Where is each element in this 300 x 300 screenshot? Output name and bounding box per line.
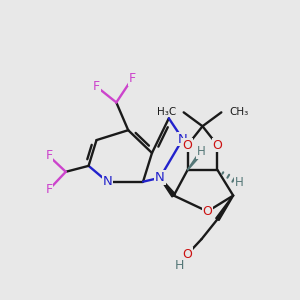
Text: O: O <box>183 139 193 152</box>
Text: H: H <box>235 176 244 189</box>
Text: F: F <box>129 72 136 85</box>
Text: N: N <box>178 133 188 146</box>
Text: O: O <box>202 205 212 218</box>
Polygon shape <box>188 151 203 170</box>
Text: N: N <box>155 171 165 184</box>
Text: H₃C: H₃C <box>157 107 176 117</box>
Text: H: H <box>197 146 206 158</box>
Text: CH₃: CH₃ <box>229 107 248 117</box>
Text: F: F <box>45 183 52 196</box>
Text: O: O <box>183 248 193 260</box>
Polygon shape <box>160 178 176 197</box>
Text: F: F <box>93 80 100 93</box>
Polygon shape <box>216 195 234 220</box>
Text: H: H <box>175 260 184 272</box>
Text: N: N <box>103 175 112 188</box>
Text: O: O <box>212 139 222 152</box>
Text: F: F <box>45 149 52 162</box>
